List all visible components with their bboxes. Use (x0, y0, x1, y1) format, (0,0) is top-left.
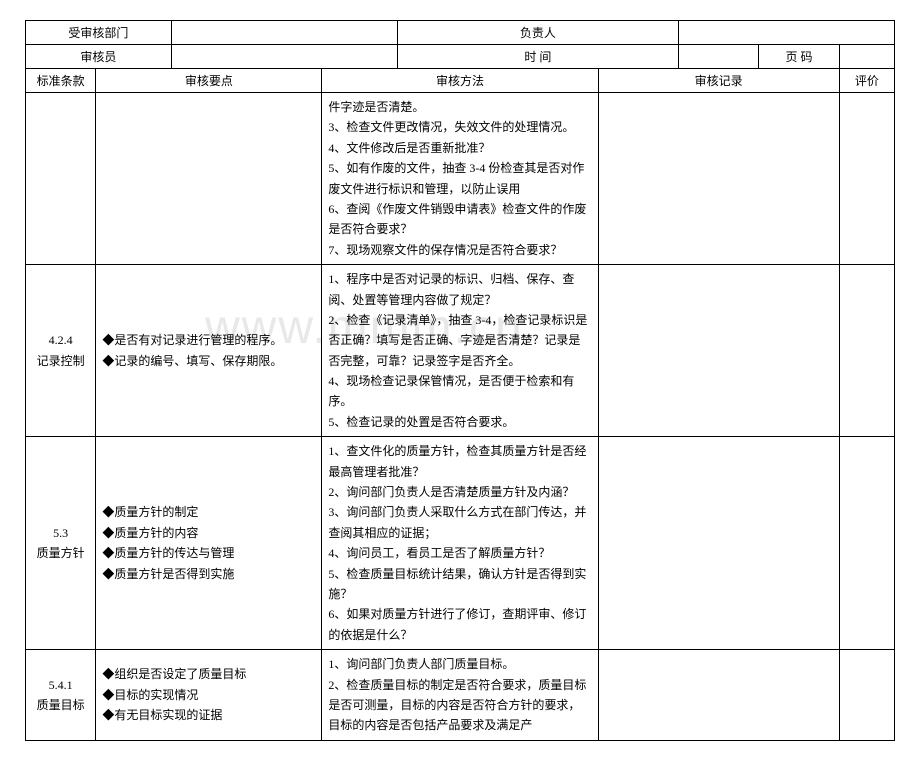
cell-eval (839, 93, 894, 265)
cell-record (598, 437, 839, 650)
audit-header-table: 受审核部门 负责人 审核员 时 间 页 码 (25, 20, 895, 69)
cell-methods: 1、查文件化的质量方针，检查其质量方针是否经最高管理者批准？2、询问部门负责人是… (322, 437, 598, 650)
cell-points: ◆组织是否设定了质量目标◆目标的实现情况◆有无目标实现的证据 (96, 650, 322, 741)
col-methods: 审核方法 (322, 69, 598, 93)
cell-clause: 5.4.1质量目标 (26, 650, 96, 741)
cell-methods: 1、询问部门负责人部门质量目标。2、检查质量目标的制定是否符合要求，质量目标是否… (322, 650, 598, 741)
auditor-label: 审核员 (26, 45, 172, 69)
cell-eval (839, 265, 894, 437)
cell-record (598, 265, 839, 437)
audit-main-table: 标准条款 审核要点 审核方法 审核记录 评价 件字迹是否清楚。3、检查文件更改情… (25, 69, 895, 741)
owner-label: 负责人 (397, 21, 678, 45)
cell-eval (839, 650, 894, 741)
cell-points: ◆是否有对记录进行管理的程序。◆记录的编号、填写、保存期限。 (96, 265, 322, 437)
time-value (678, 45, 758, 69)
cell-record (598, 650, 839, 741)
cell-methods: 1、程序中是否对记录的标识、归档、保存、查阅、处置等管理内容做了规定？2、检查《… (322, 265, 598, 437)
time-label: 时 间 (397, 45, 678, 69)
col-clause: 标准条款 (26, 69, 96, 93)
header-row-2: 审核员 时 间 页 码 (26, 45, 895, 69)
cell-methods: 件字迹是否清楚。3、检查文件更改情况，失效文件的处理情况。4、文件修改后是否重新… (322, 93, 598, 265)
col-eval: 评价 (839, 69, 894, 93)
auditor-value (171, 45, 397, 69)
cell-clause: 5.3质量方针 (26, 437, 96, 650)
table-row: 5.4.1质量目标 ◆组织是否设定了质量目标◆目标的实现情况◆有无目标实现的证据… (26, 650, 895, 741)
col-record: 审核记录 (598, 69, 839, 93)
cell-clause: 4.2.4记录控制 (26, 265, 96, 437)
cell-record (598, 93, 839, 265)
cell-points: ◆质量方针的制定◆质量方针的内容◆质量方针的传达与管理◆质量方针是否得到实施 (96, 437, 322, 650)
header-row-1: 受审核部门 负责人 (26, 21, 895, 45)
cell-eval (839, 437, 894, 650)
cell-points (96, 93, 322, 265)
column-header-row: 标准条款 审核要点 审核方法 审核记录 评价 (26, 69, 895, 93)
dept-label: 受审核部门 (26, 21, 172, 45)
table-row: 4.2.4记录控制 ◆是否有对记录进行管理的程序。◆记录的编号、填写、保存期限。… (26, 265, 895, 437)
dept-value (171, 21, 397, 45)
cell-clause (26, 93, 96, 265)
table-row: 件字迹是否清楚。3、检查文件更改情况，失效文件的处理情况。4、文件修改后是否重新… (26, 93, 895, 265)
col-points: 审核要点 (96, 69, 322, 93)
owner-value (678, 21, 894, 45)
table-row: 5.3质量方针 ◆质量方针的制定◆质量方针的内容◆质量方针的传达与管理◆质量方针… (26, 437, 895, 650)
document-wrapper: www.mmm.cn 受审核部门 负责人 审核员 时 间 页 码 标准条款 审核… (25, 20, 895, 741)
page-value (839, 45, 894, 69)
page-label: 页 码 (759, 45, 839, 69)
